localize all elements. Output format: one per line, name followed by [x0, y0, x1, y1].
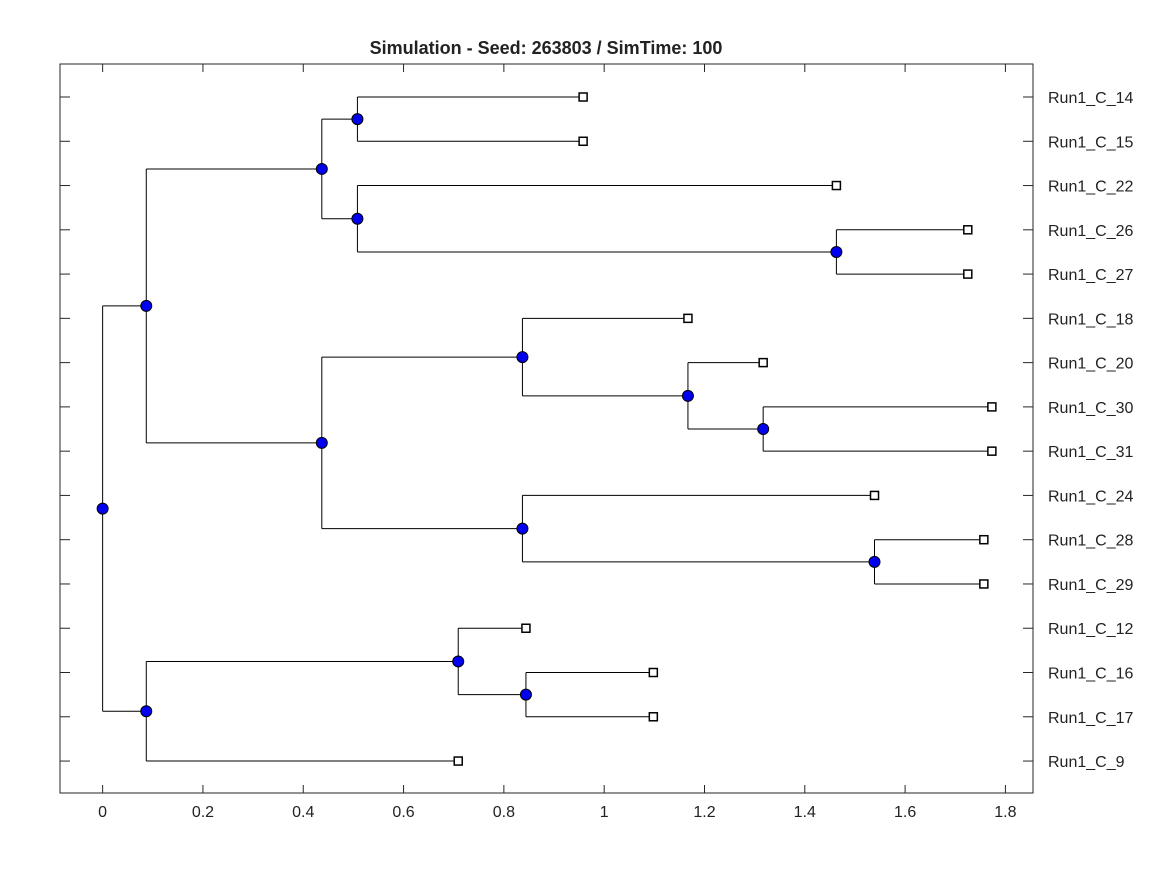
leaf-label: Run1_C_17 [1048, 710, 1134, 727]
x-tick-label: 1.4 [794, 804, 816, 821]
internal-node [96, 502, 109, 515]
leaf-node [987, 446, 997, 456]
plot-frame [59, 63, 1034, 794]
leaf-label: Run1_C_22 [1048, 179, 1134, 196]
leaf-label: Run1_C_30 [1048, 400, 1134, 417]
tree-nodes [96, 113, 881, 718]
x-tick-label: 0.2 [192, 804, 214, 821]
x-tick-label: 1.6 [894, 804, 916, 821]
internal-node [351, 212, 364, 225]
leaf-node [869, 490, 880, 501]
leaf-node [963, 269, 973, 279]
x-tick-label: 1.8 [994, 804, 1016, 821]
internal-node [830, 245, 843, 258]
leaf-node [979, 579, 989, 589]
leaf-node [521, 623, 531, 633]
internal-node [315, 436, 328, 449]
leaf-label: Run1_C_31 [1048, 444, 1134, 461]
tree-leaves [453, 92, 997, 766]
leaf-label: Run1_C_20 [1048, 356, 1134, 373]
internal-node [516, 351, 529, 364]
leaf-label: Run1_C_27 [1048, 267, 1134, 284]
leaf-node [963, 225, 973, 235]
leaf-label: Run1_C_15 [1048, 134, 1134, 151]
x-tick-label: 0 [98, 804, 107, 821]
leaf-label: Run1_C_29 [1048, 577, 1134, 594]
leaf-label: Run1_C_18 [1048, 311, 1134, 328]
x-tick-label: 0.8 [493, 804, 515, 821]
leaf-label: Run1_C_16 [1048, 666, 1134, 683]
leaf-node [578, 92, 588, 102]
leaf-node [453, 756, 463, 766]
leaf-label: Run1_C_9 [1048, 754, 1125, 771]
internal-node [681, 389, 694, 402]
x-tick-label: 0.6 [392, 804, 414, 821]
internal-node [315, 162, 328, 175]
leaf-node [648, 667, 659, 678]
chart-title: Simulation - Seed: 263803 / SimTime: 100 [370, 38, 723, 58]
internal-node [516, 522, 529, 535]
leaf-label: Run1_C_28 [1048, 533, 1134, 550]
leaf-label: Run1_C_12 [1048, 621, 1134, 638]
x-tick-label: 0.4 [292, 804, 314, 821]
internal-node [868, 555, 881, 568]
internal-node [351, 113, 364, 126]
leaf-label: Run1_C_26 [1048, 223, 1134, 240]
leaf-node [987, 402, 997, 412]
tree-branches [102, 96, 992, 762]
axis-ticks [60, 64, 1033, 793]
internal-node [519, 688, 532, 701]
x-tick-label: 1.2 [693, 804, 715, 821]
leaf-node [683, 313, 693, 324]
internal-node [757, 423, 770, 436]
leaf-labels: Run1_C_14 Run1_C_15 Run1_C_22 Run1_C_26 Run1… [1048, 90, 1134, 771]
internal-node [140, 299, 153, 312]
internal-node [452, 655, 465, 668]
leaf-node [578, 136, 588, 147]
internal-node [140, 705, 153, 718]
leaf-node [831, 180, 842, 191]
x-tick-label: 1 [600, 804, 609, 821]
x-tick-labels: 0 0.2 0.4 0.6 0.8 1 1.2 1.4 1.6 1.8 [98, 804, 1016, 821]
leaf-node [758, 357, 768, 368]
leaf-label: Run1_C_14 [1048, 90, 1134, 107]
leaf-label: Run1_C_24 [1048, 488, 1134, 505]
leaf-node [648, 712, 659, 722]
leaf-node [979, 534, 989, 545]
